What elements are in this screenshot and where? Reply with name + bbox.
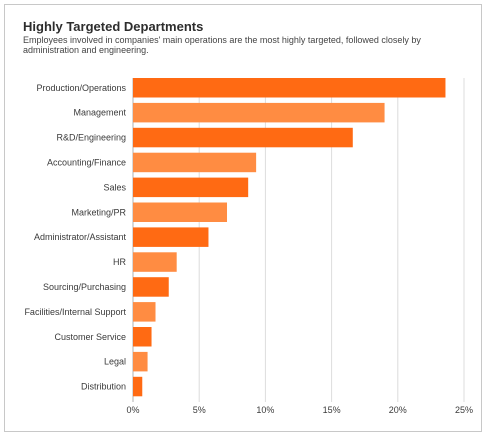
bar	[133, 152, 257, 173]
bar	[133, 376, 143, 397]
category-label: Marketing/PR	[71, 207, 126, 217]
category-label: Sales	[103, 182, 126, 192]
category-label: R&D/Engineering	[56, 133, 126, 143]
bar	[133, 227, 209, 247]
category-label: Sourcing/Purchasing	[43, 282, 126, 292]
x-tick-label: 0%	[126, 405, 139, 415]
bar	[133, 277, 169, 297]
x-tick-label: 10%	[256, 405, 274, 415]
bar	[133, 302, 156, 322]
chart-subtitle: Employees involved in companies' main op…	[23, 35, 421, 55]
x-tick-label: 20%	[389, 405, 407, 415]
bar	[133, 102, 385, 123]
category-label: Management	[73, 108, 126, 118]
category-label: Legal	[104, 357, 126, 367]
x-tick-label: 5%	[193, 405, 206, 415]
category-label: HR	[113, 257, 126, 267]
x-tick-label: 15%	[323, 405, 341, 415]
chart-title: Highly Targeted Departments	[23, 19, 204, 34]
bar	[133, 78, 446, 98]
category-label: Production/Operations	[36, 83, 126, 93]
category-label: Distribution	[81, 382, 126, 392]
category-label: Customer Service	[54, 332, 126, 342]
category-label: Facilities/Internal Support	[24, 307, 126, 317]
bar	[133, 327, 152, 347]
bar	[133, 351, 148, 372]
chart-frame	[4, 4, 482, 432]
x-tick-label: 25%	[455, 405, 473, 415]
bar	[133, 127, 353, 148]
bar	[133, 202, 228, 222]
category-label: Administrator/Assistant	[34, 232, 127, 242]
bar	[133, 252, 177, 272]
category-label: Accounting/Finance	[47, 157, 126, 167]
bar	[133, 177, 249, 198]
